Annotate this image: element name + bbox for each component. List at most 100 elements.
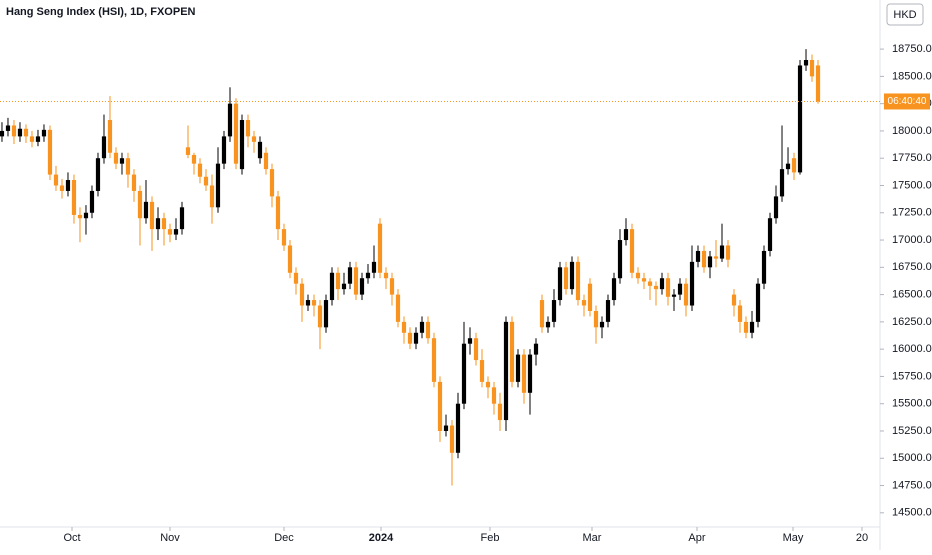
y-tick-label: 16000.0 bbox=[892, 343, 932, 355]
candle-body bbox=[407, 332, 413, 344]
candle-body bbox=[389, 278, 395, 295]
candle-body bbox=[809, 60, 815, 77]
candle-body bbox=[293, 272, 299, 284]
candle-body bbox=[155, 218, 161, 230]
candle-body bbox=[245, 120, 251, 137]
candle-body bbox=[437, 381, 443, 431]
countdown: 06:40:40 bbox=[888, 96, 927, 107]
candle-body bbox=[221, 136, 227, 164]
candle-body bbox=[587, 283, 593, 311]
candle-body bbox=[485, 381, 491, 388]
candle-body bbox=[545, 321, 551, 328]
candle-body bbox=[17, 128, 23, 137]
candle-body bbox=[131, 174, 137, 191]
y-tick-label: 15250.0 bbox=[892, 425, 932, 437]
y-tick-label: 16250.0 bbox=[892, 316, 932, 328]
y-tick-label: 17500.0 bbox=[892, 179, 932, 191]
chart-title: Hang Seng Index (HSI), 1D, FXOPEN bbox=[6, 6, 196, 18]
candle-body bbox=[119, 158, 125, 164]
candle-body bbox=[659, 278, 665, 290]
candle-body bbox=[299, 283, 305, 306]
candle-body bbox=[551, 300, 557, 322]
candle-body bbox=[377, 223, 383, 273]
candle-body bbox=[89, 190, 95, 213]
candle-body bbox=[143, 201, 149, 219]
candle-body bbox=[743, 321, 749, 333]
candle-body bbox=[449, 425, 455, 453]
candle-body bbox=[383, 272, 389, 279]
currency[interactable]: HKD bbox=[893, 9, 916, 21]
y-tick-label: 14750.0 bbox=[892, 479, 932, 491]
candle-body bbox=[539, 300, 545, 328]
candle-body bbox=[167, 229, 173, 235]
candle-body bbox=[713, 256, 719, 259]
candle-body bbox=[413, 332, 419, 344]
x-tick-label: Oct bbox=[63, 532, 80, 544]
candle-body bbox=[803, 60, 809, 66]
candle-body bbox=[797, 65, 803, 173]
x-tick-label: Mar bbox=[583, 532, 602, 544]
candle-body bbox=[599, 321, 605, 328]
candle-body bbox=[617, 240, 623, 279]
candle-body bbox=[767, 218, 773, 251]
candle-body bbox=[497, 403, 503, 421]
candle-body bbox=[395, 294, 401, 322]
candle-body bbox=[689, 261, 695, 306]
candle-body bbox=[269, 169, 275, 197]
candle-body bbox=[239, 120, 245, 170]
candle-body bbox=[5, 125, 11, 131]
candle-body bbox=[347, 267, 353, 284]
candle-body bbox=[197, 163, 203, 177]
candle-body bbox=[419, 321, 425, 333]
candle-body bbox=[755, 283, 761, 322]
candle-body bbox=[311, 300, 317, 306]
candle-body bbox=[629, 229, 635, 273]
candle-body bbox=[341, 283, 347, 290]
candle-body bbox=[125, 158, 131, 175]
candle-body bbox=[623, 229, 629, 241]
candle-body bbox=[653, 285, 659, 290]
candle-body bbox=[65, 180, 71, 191]
candle-body bbox=[425, 321, 431, 339]
candle-body bbox=[47, 129, 53, 175]
candle-body bbox=[605, 300, 611, 322]
candle-body bbox=[335, 272, 341, 290]
x-tick-label: 2024 bbox=[369, 532, 394, 544]
x-tick-label: Apr bbox=[688, 532, 705, 544]
candle-body bbox=[209, 185, 215, 208]
x-tick-label: Dec bbox=[274, 532, 294, 544]
candle-body bbox=[83, 212, 89, 219]
candle-body bbox=[329, 272, 335, 301]
candle-body bbox=[779, 169, 785, 197]
candle-body bbox=[443, 425, 449, 431]
candle-body bbox=[215, 163, 221, 208]
candle-body bbox=[473, 338, 479, 361]
candle-body bbox=[371, 261, 377, 273]
candle-body bbox=[263, 152, 269, 170]
candle-body bbox=[479, 360, 485, 382]
y-tick-label: 17750.0 bbox=[892, 152, 932, 164]
candle-body bbox=[77, 214, 83, 219]
candle-body bbox=[227, 103, 233, 137]
candle-body bbox=[671, 294, 677, 297]
candle-body bbox=[581, 300, 587, 306]
candle-body bbox=[503, 321, 509, 421]
candle-body bbox=[41, 129, 47, 137]
y-tick-label: 18000.0 bbox=[892, 125, 932, 137]
candle-body bbox=[29, 136, 35, 142]
candle-body bbox=[113, 152, 119, 164]
y-tick-label: 18500.0 bbox=[892, 70, 932, 82]
candle-body bbox=[161, 218, 167, 230]
candle-body bbox=[71, 180, 77, 215]
candle-body bbox=[785, 163, 791, 170]
candle-body bbox=[35, 136, 41, 142]
currency-box[interactable] bbox=[886, 3, 924, 26]
y-tick-label: 16500.0 bbox=[892, 289, 932, 301]
y-tick-label: 17250.0 bbox=[892, 207, 932, 219]
candle-body bbox=[257, 141, 263, 159]
countdown-box bbox=[884, 93, 930, 110]
candle-body bbox=[761, 250, 767, 284]
candle-body bbox=[251, 136, 257, 142]
